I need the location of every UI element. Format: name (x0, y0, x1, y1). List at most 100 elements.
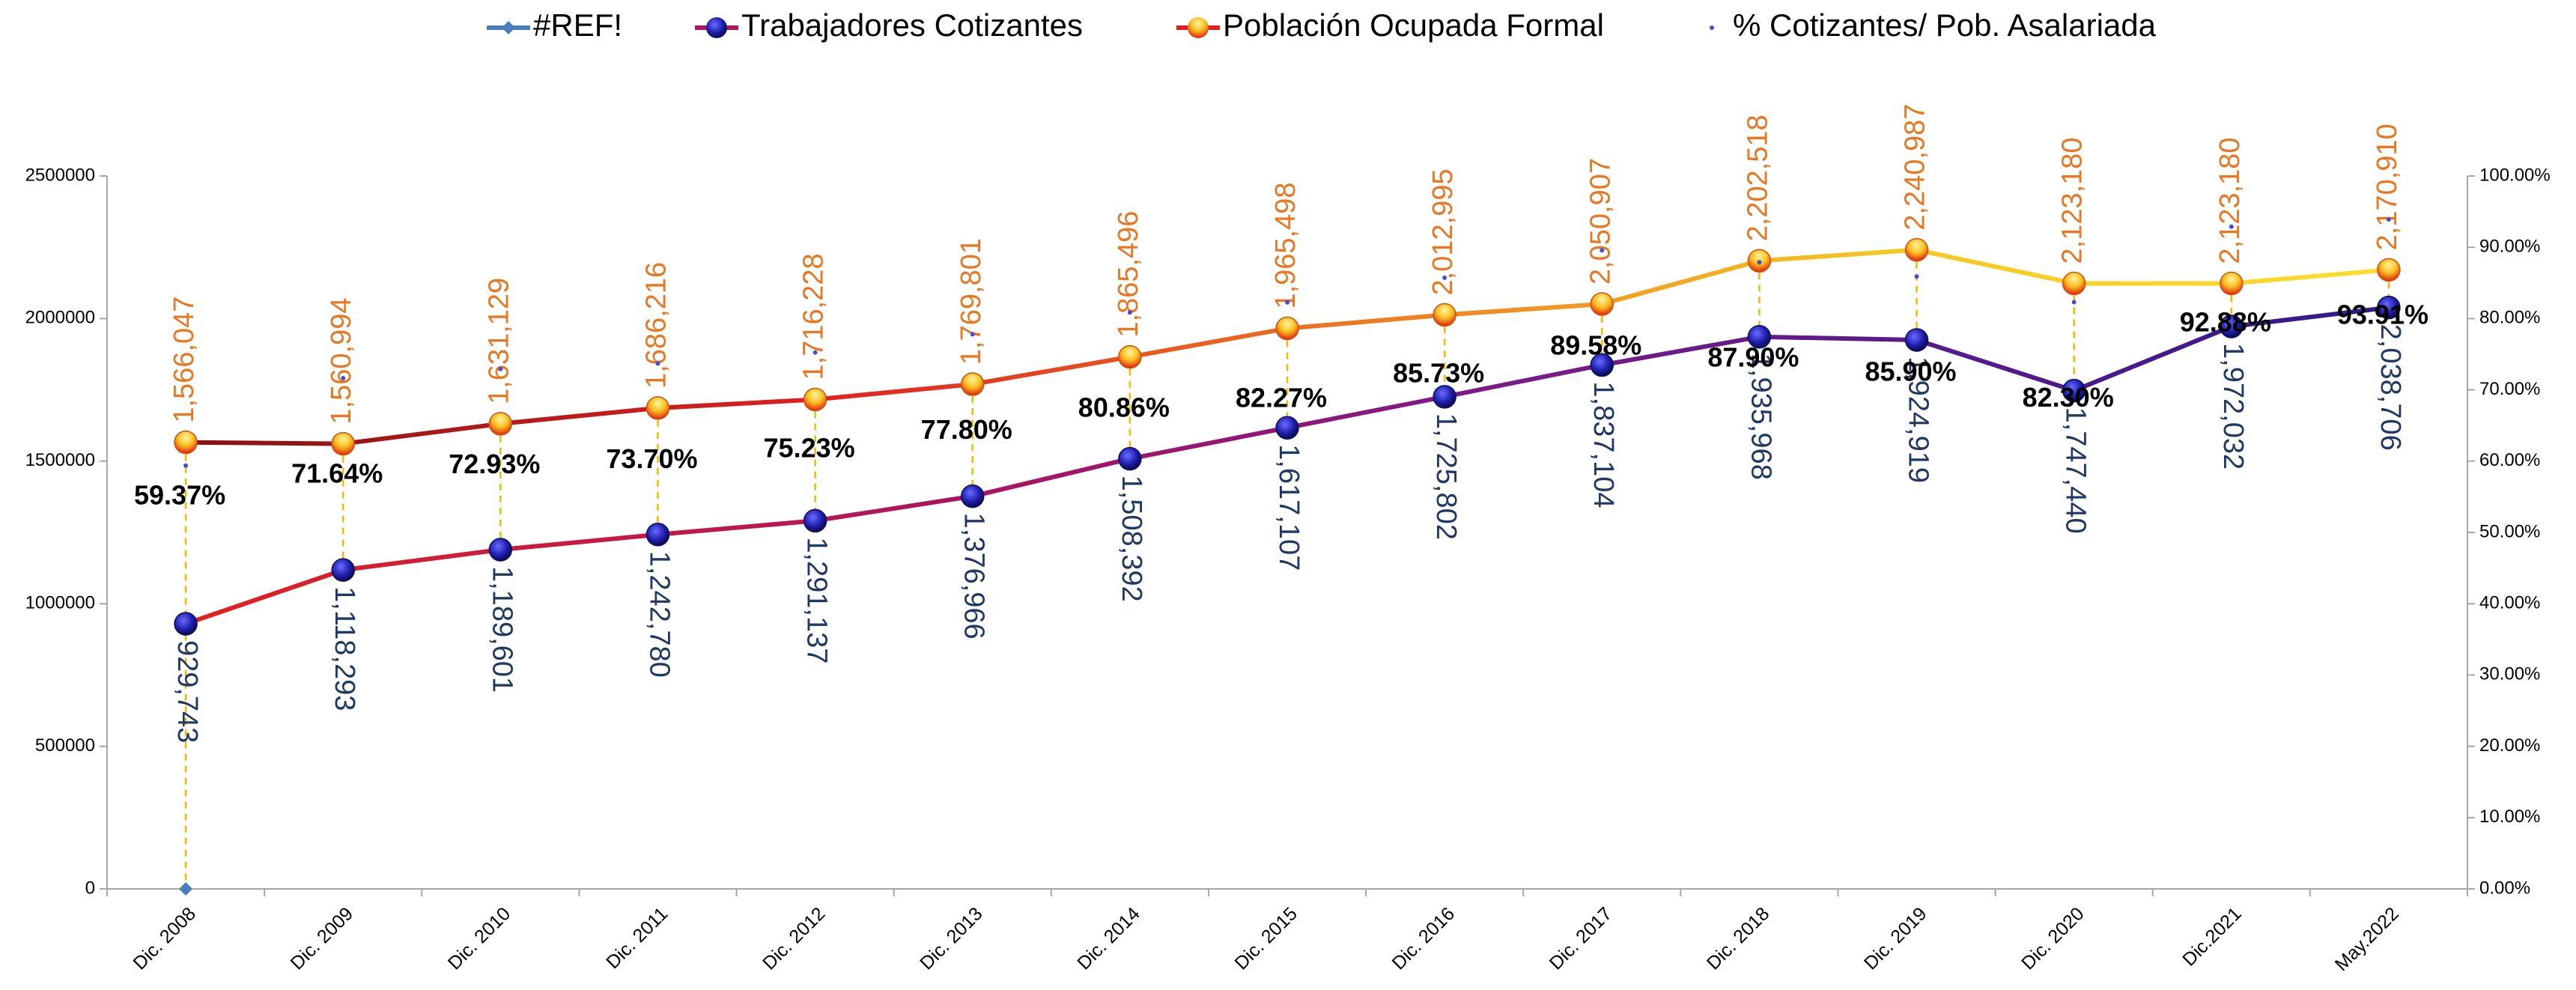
marker (488, 538, 513, 562)
data-label: 1,725,802 (1430, 413, 1462, 540)
y2-tick-label: 20.00% (2479, 735, 2540, 756)
data-label: 1,508,392 (1116, 476, 1147, 602)
data-label: 1,924,919 (1903, 356, 1934, 483)
marker (174, 612, 198, 636)
x-tick-label: Dic. 2015 (1230, 903, 1301, 974)
x-tick-label: Dic. 2017 (1546, 903, 1616, 974)
marker (2377, 295, 2401, 320)
marker (2071, 300, 2077, 305)
marker (2386, 216, 2391, 222)
data-label: 1,716,228 (798, 253, 830, 380)
marker (960, 484, 985, 508)
y2-tick-label: 10.00% (2479, 807, 2540, 827)
x-tick-label: Dic. 2018 (1703, 903, 1773, 974)
x-tick-label: May.2022 (2331, 903, 2403, 975)
legend-label: Población Ocupada Formal (1223, 7, 1604, 43)
legend-marker (1710, 25, 1714, 30)
marker (1433, 303, 1456, 327)
y2-tick-label: 30.00% (2479, 664, 2540, 684)
legend-label: Trabajadores Cotizantes (741, 7, 1083, 43)
data-label: 93.91% (2337, 299, 2428, 330)
marker (1757, 260, 1762, 265)
y2-tick-label: 50.00% (2479, 521, 2540, 541)
marker (1904, 237, 1929, 262)
legend-marker (706, 17, 727, 38)
y-tick-label: 1000000 (25, 593, 95, 613)
data-label: 2,202,518 (1742, 115, 1773, 241)
x-tick-label: Dic. 2009 (287, 903, 357, 974)
data-label: 1,769,801 (956, 238, 987, 365)
data-label: 1,376,966 (959, 513, 990, 640)
marker (1747, 325, 1772, 349)
data-label: 1,617,107 (1273, 444, 1304, 571)
marker (1904, 328, 1929, 352)
marker (331, 558, 355, 582)
y2-tick-label: 80.00% (2479, 308, 2540, 328)
data-label: 1,118,293 (329, 586, 360, 711)
legend-marker (1188, 17, 1209, 38)
data-label: 1,560,994 (326, 298, 357, 425)
marker (803, 508, 827, 533)
marker (183, 463, 189, 468)
marker (1127, 310, 1132, 315)
legend-marker (502, 21, 515, 34)
marker (2220, 271, 2244, 296)
y-tick-label: 2500000 (25, 165, 95, 185)
data-label: 1,686,216 (640, 262, 672, 389)
data-label: 2,012,995 (1427, 168, 1459, 295)
marker (1118, 446, 1142, 471)
data-label: 59.37% (134, 479, 225, 510)
x-tick-label: Dic. 2013 (916, 903, 986, 974)
marker (179, 882, 193, 896)
data-label: 1,837,104 (1588, 381, 1619, 508)
data-label: 1,631,129 (483, 278, 514, 404)
marker (645, 522, 670, 547)
x-tick-label: Dic. 2011 (602, 903, 672, 973)
x-tick-label: Dic. 2020 (2017, 903, 2088, 974)
data-label: 929,743 (171, 640, 203, 743)
data-label: 2,240,987 (1900, 104, 1931, 231)
data-label: 2,170,910 (2372, 124, 2403, 250)
data-label: 82.30% (2023, 382, 2114, 413)
data-label: 77.80% (921, 414, 1012, 445)
data-label: 2,123,180 (2057, 137, 2089, 264)
legend-label: #REF! (533, 7, 622, 43)
data-label: 1,242,780 (643, 551, 675, 678)
y2-tick-label: 100.00% (2479, 165, 2551, 185)
marker (1590, 353, 1614, 377)
data-label: 1,965,498 (1270, 182, 1301, 309)
marker (645, 396, 670, 420)
x-tick-label: Dic. 2008 (129, 903, 199, 974)
data-label: 85.73% (1393, 357, 1484, 388)
marker (1118, 344, 1142, 369)
data-label: 1,865,496 (1113, 211, 1144, 338)
marker (803, 387, 827, 412)
marker (341, 375, 346, 380)
x-tick-label: Dic. 2014 (1073, 903, 1144, 974)
marker (1590, 292, 1614, 316)
y2-tick-label: 70.00% (2479, 379, 2540, 399)
marker (1275, 416, 1299, 440)
x-tick-label: Dic. 2012 (759, 903, 829, 974)
marker (970, 332, 975, 337)
marker (488, 412, 513, 436)
data-label: 2,123,180 (2214, 137, 2246, 264)
data-label: 2,050,907 (1585, 158, 1616, 285)
data-label: 1,747,440 (2060, 407, 2092, 534)
marker (1285, 300, 1289, 305)
marker (960, 372, 985, 396)
data-label: 92.88% (2180, 306, 2271, 337)
marker (1600, 248, 1605, 253)
marker (2377, 258, 2401, 282)
marker (655, 361, 660, 366)
data-label: 73.70% (606, 443, 697, 474)
data-label: 82.27% (1236, 382, 1327, 413)
y-tick-label: 500000 (35, 735, 95, 756)
marker (331, 431, 355, 456)
marker (2220, 315, 2244, 338)
data-label: 71.64% (291, 458, 383, 489)
x-tick-label: Dic.2021 (2178, 903, 2246, 971)
data-label: 2,038,706 (2375, 324, 2406, 451)
y-tick-label: 0 (85, 878, 95, 898)
